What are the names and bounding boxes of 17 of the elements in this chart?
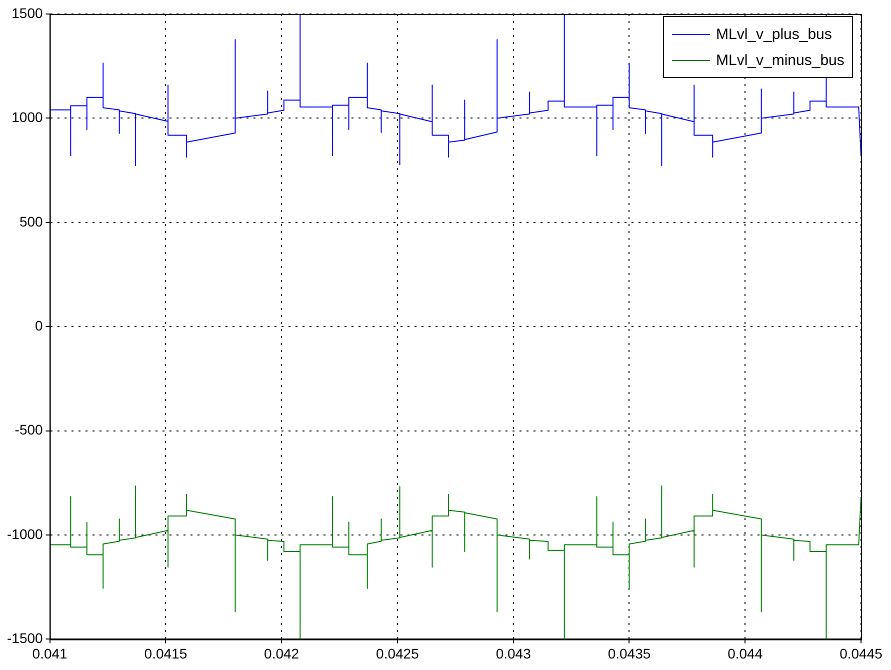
x-tick-label: 0.044 [728,645,763,662]
x-tick-label: 0.042 [264,645,300,662]
x-tick-label: 0.041 [32,645,68,662]
y-tick-label: -1500 [6,630,44,646]
y-tick-label: 1500 [12,4,44,21]
x-tick-label: 0.0425 [376,645,420,662]
y-tick-label: 500 [19,213,44,230]
y-tick-label: 1000 [12,109,44,126]
x-tick-label: 0.0435 [608,645,651,662]
x-tick-label: 0.043 [496,645,532,662]
x-tick-label: 0.0445 [840,645,883,662]
legend-label: MLvl_v_plus_bus [716,26,832,42]
legend-label: MLvl_v_minus_bus [716,52,844,68]
y-tick-label: -500 [14,422,44,438]
y-tick-label: 0 [35,317,44,334]
y-tick-label: -1000 [6,526,44,542]
x-tick-label: 0.0415 [144,645,188,662]
